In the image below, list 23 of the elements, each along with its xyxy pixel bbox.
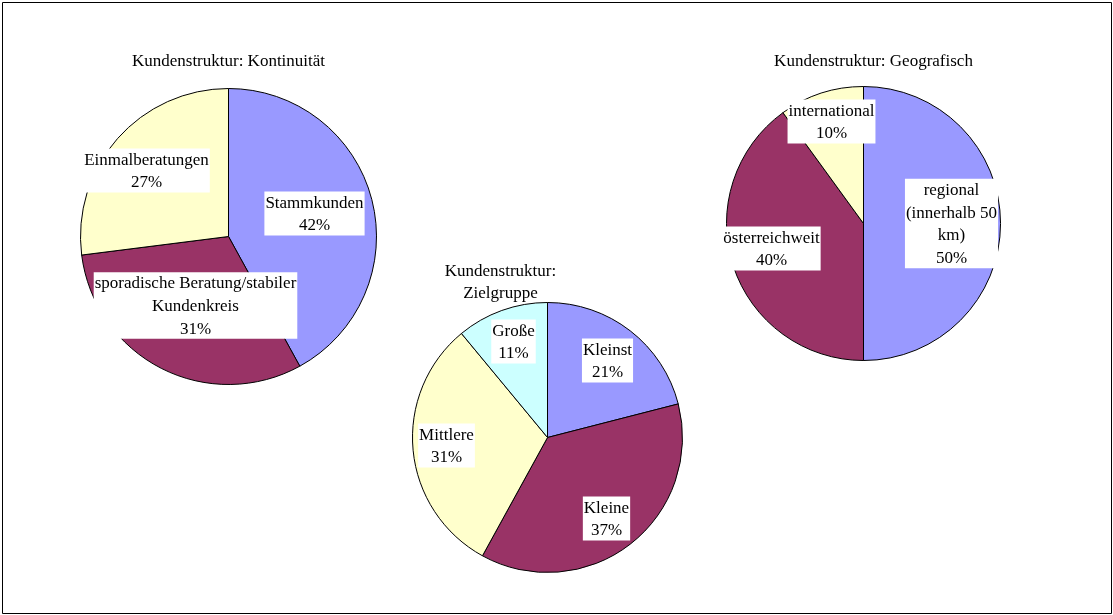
data-label: 42% (298, 215, 331, 235)
slice-label: international (788, 100, 875, 120)
slice-label: Kleine (583, 497, 630, 517)
chart-title: Kundenstruktur: Zielgruppe (444, 260, 557, 303)
chart-title: Kundenstruktur: Geografisch (774, 51, 974, 70)
data-label: 31% (179, 318, 212, 338)
data-label: 31% (430, 447, 463, 467)
slice-label: regional (innerhalb 50 km) (905, 179, 998, 245)
slice-label: Stammkunden (265, 192, 365, 212)
slice-label: sporadische Beratung/stabiler Kundenkreis (94, 273, 297, 315)
chart-title: Kundenstruktur: Kontinuität (131, 51, 326, 70)
data-label: 21% (591, 362, 624, 382)
data-label: 50% (935, 248, 968, 268)
slice-label: Mittlere (419, 424, 474, 444)
slice-label: österreichweit (723, 227, 820, 247)
slice-label: Kleinst (582, 339, 633, 359)
data-label: 27% (130, 172, 163, 192)
data-label: 11% (498, 343, 529, 363)
data-label: 10% (815, 123, 848, 143)
slice-label: Große (492, 320, 535, 340)
data-label: 40% (755, 250, 788, 270)
slice-label: Einmalberatungen (84, 149, 210, 169)
data-label: 37% (590, 520, 623, 540)
